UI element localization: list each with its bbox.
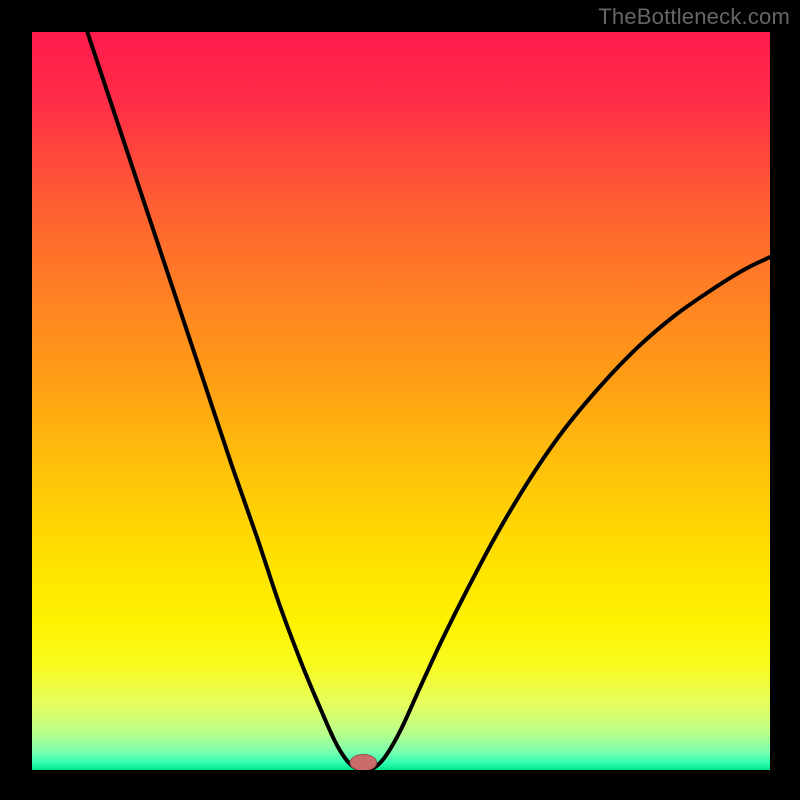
watermark-text: TheBottleneck.com [598, 4, 790, 30]
bottleneck-chart [32, 32, 770, 770]
chart-svg [32, 32, 770, 770]
optimal-point-marker [350, 755, 377, 771]
stage: TheBottleneck.com [0, 0, 800, 800]
gradient-background [32, 32, 770, 770]
